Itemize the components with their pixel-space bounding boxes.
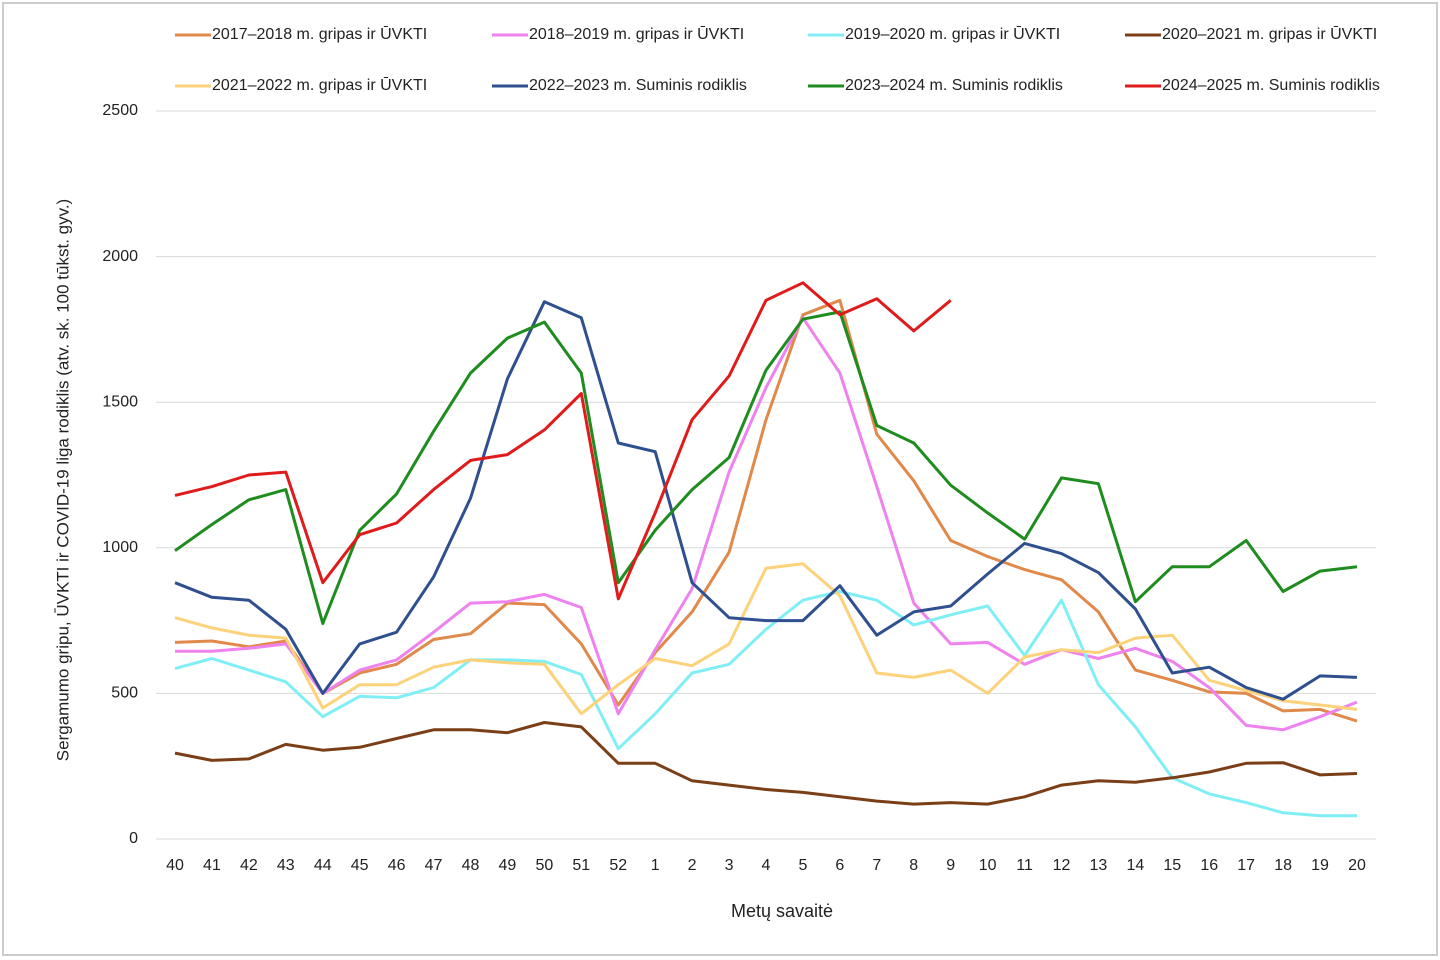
x-tick-label: 46	[388, 857, 406, 874]
x-tick-label: 3	[725, 857, 734, 874]
x-tick-label: 17	[1237, 857, 1255, 874]
x-tick-label: 47	[425, 857, 443, 874]
x-tick-label: 19	[1311, 857, 1329, 874]
x-tick-label: 1	[651, 857, 660, 874]
x-tick-label: 9	[946, 857, 955, 874]
series-line	[174, 298, 1358, 723]
y-tick-label: 1500	[102, 393, 138, 410]
x-tick-label: 14	[1126, 857, 1144, 874]
x-tick-label: 49	[499, 857, 517, 874]
x-tick-label: 48	[462, 857, 480, 874]
x-tick-label: 5	[798, 857, 807, 874]
series-line	[174, 310, 1358, 625]
series-line	[174, 281, 952, 601]
x-tick-label: 52	[609, 857, 627, 874]
legend-label: 2018–2019 m. gripas ir ŪVKTI	[529, 25, 744, 43]
x-tick-label: 11	[1016, 857, 1033, 874]
x-tick-label: 44	[314, 857, 332, 874]
series-line	[175, 316, 1358, 732]
x-tick-label: 16	[1200, 857, 1218, 874]
x-tick-label: 50	[535, 857, 553, 874]
legend-label: 2023–2024 m. Suminis rodiklis	[845, 77, 1063, 94]
x-tick-label: 13	[1090, 857, 1108, 874]
y-tick-label: 2000	[102, 248, 138, 265]
legend-label: 2020–2021 m. gripas ir ŪVKTI	[1162, 25, 1377, 43]
legend-label: 2024–2025 m. Suminis rodiklis	[1162, 77, 1380, 94]
x-tick-label: 4	[762, 857, 771, 874]
series-line	[174, 562, 1358, 716]
x-tick-label: 20	[1348, 857, 1366, 874]
x-tick-label: 41	[203, 857, 221, 874]
x-tick-label: 10	[979, 857, 997, 874]
x-tick-label: 12	[1053, 857, 1071, 874]
x-tick-label: 7	[872, 857, 881, 874]
series-line	[174, 590, 1357, 818]
x-tick-label: 40	[166, 857, 184, 874]
x-axis-label: Metų savaitė	[731, 901, 833, 921]
y-axis-label: Sergamumo gripu, ŪVKTI ir COVID-19 liga …	[53, 199, 72, 761]
x-tick-label: 6	[835, 857, 844, 874]
x-tick-label: 2	[688, 857, 697, 874]
x-tick-label: 51	[572, 857, 590, 874]
x-tick-label: 8	[909, 857, 918, 874]
legend-label: 2019–2020 m. gripas ir ŪVKTI	[845, 25, 1060, 43]
legend-label: 2022–2023 m. Suminis rodiklis	[529, 77, 747, 94]
y-tick-label: 0	[129, 830, 138, 847]
x-tick-label: 15	[1163, 857, 1181, 874]
legend-label: 2017–2018 m. gripas ir ŪVKTI	[212, 25, 427, 43]
series-line	[174, 300, 1358, 701]
y-tick-label: 2500	[102, 102, 138, 119]
x-tick-label: 43	[277, 857, 295, 874]
x-tick-label: 45	[351, 857, 369, 874]
x-tick-label: 18	[1274, 857, 1292, 874]
series-line	[174, 721, 1358, 806]
x-tick-label: 42	[240, 857, 258, 874]
legend-label: 2021–2022 m. gripas ir ŪVKTI	[212, 76, 427, 94]
y-tick-label: 1000	[102, 539, 138, 556]
y-tick-label: 500	[111, 685, 138, 702]
